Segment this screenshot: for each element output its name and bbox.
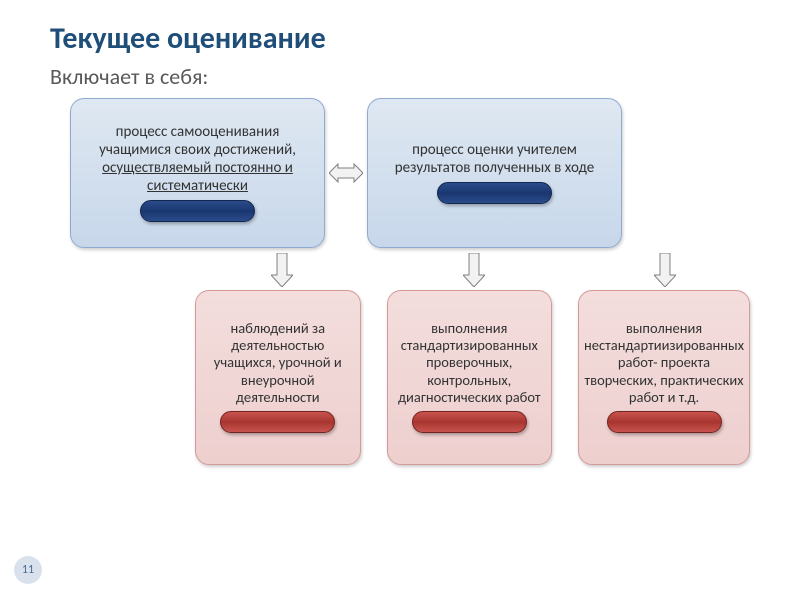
pill-decoration — [140, 200, 255, 222]
box-text: выполнения стандартизированных проверочн… — [396, 320, 544, 407]
box-text: процесс оценки учителем результатов полу… — [376, 141, 613, 177]
top-row: процесс самооценивания учащимися своих д… — [70, 98, 750, 248]
page-number-badge: 11 — [14, 556, 42, 584]
pill-decoration — [220, 411, 335, 433]
pill-decoration — [607, 411, 722, 433]
box-teacher-assessment: процесс оценки учителем результатов полу… — [367, 98, 622, 248]
text-underlined: осуществляемый постоянно и систематическ… — [102, 159, 293, 195]
box-nonstandardized: выполнения нестандартиизированных работ-… — [578, 290, 750, 465]
box-self-assessment: процесс самооценивания учащимися своих д… — [70, 98, 325, 248]
arrow-down-icon — [463, 253, 485, 287]
pill-decoration — [437, 182, 552, 204]
box-text: наблюдений за деятельностью учащихся, ур… — [204, 320, 352, 407]
text-pre: процесс самооценивания учащимися своих д… — [99, 123, 296, 159]
box-standardized: выполнения стандартизированных проверочн… — [387, 290, 553, 465]
arrow-down-icon — [654, 253, 676, 287]
slide: Текущее оценивание Включает в себя: проц… — [0, 0, 800, 600]
page-title: Текущее оценивание — [50, 20, 750, 57]
arrow-down-icon — [271, 253, 293, 287]
bottom-row: наблюдений за деятельностью учащихся, ур… — [195, 290, 750, 465]
subtitle: Включает в себя: — [50, 63, 750, 90]
bidirectional-arrow-icon — [329, 162, 363, 184]
box-observation: наблюдений за деятельностью учащихся, ур… — [195, 290, 361, 465]
pill-decoration — [412, 411, 527, 433]
box-text: процесс самооценивания учащимися своих д… — [79, 123, 316, 195]
box-text: выполнения нестандартиизированных работ-… — [584, 320, 744, 407]
